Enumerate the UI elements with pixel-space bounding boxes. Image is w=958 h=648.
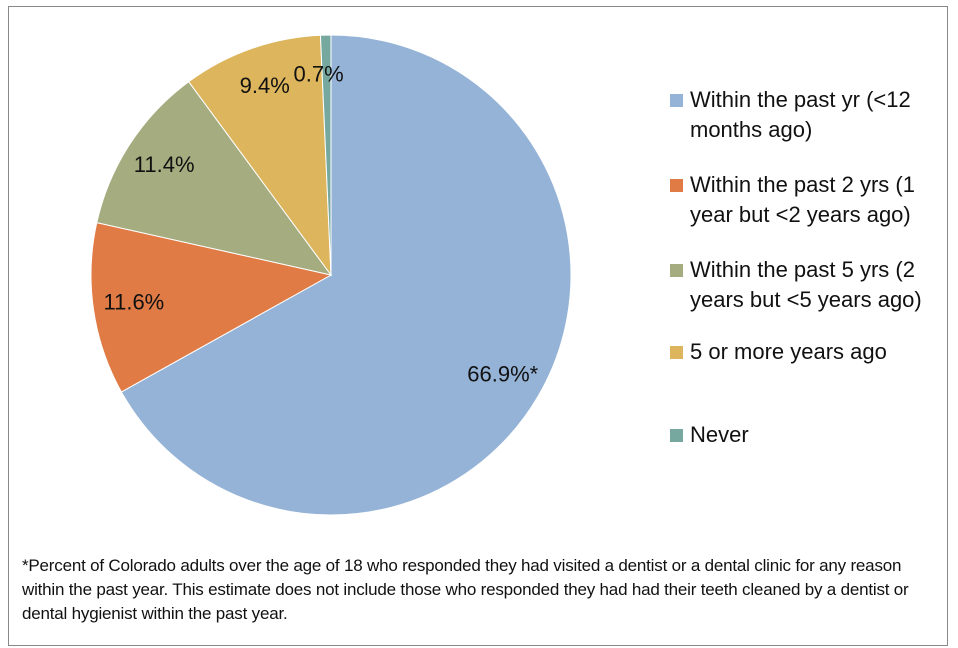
legend-item: Never: [670, 420, 942, 450]
data-label: 11.4%: [134, 152, 195, 177]
chart-frame: [8, 6, 948, 646]
data-label: 11.6%: [104, 289, 165, 314]
pie-slice: [319, 34, 332, 276]
legend-item: Within the past yr (<12 months ago): [670, 85, 942, 145]
pie-slice: [120, 34, 572, 516]
legend-item: Within the past 5 yrs (2 years but <5 ye…: [670, 255, 942, 315]
pie-slice: [188, 34, 332, 277]
legend-label: Never: [690, 422, 749, 447]
legend-label: Within the past yr (<12 months ago): [690, 87, 911, 142]
legend-label: 5 or more years ago: [690, 339, 887, 364]
legend-swatch: [670, 346, 683, 359]
legend-item: Within the past 2 yrs (1 year but <2 yea…: [670, 170, 942, 230]
legend-item: 5 or more years ago: [670, 337, 942, 367]
legend-swatch: [670, 429, 683, 442]
pie-slice: [90, 222, 333, 393]
data-label: 9.4%: [240, 73, 290, 98]
legend-label: Within the past 5 yrs (2 years but <5 ye…: [690, 257, 922, 312]
footnote: *Percent of Colorado adults over the age…: [22, 556, 909, 623]
data-label: 0.7%: [294, 62, 344, 87]
legend-swatch: [670, 179, 683, 192]
data-label: 66.9%*: [467, 362, 538, 387]
legend-label: Within the past 2 yrs (1 year but <2 yea…: [690, 172, 915, 227]
legend-swatch: [670, 264, 683, 277]
pie-slice: [96, 81, 333, 276]
legend-swatch: [670, 94, 683, 107]
